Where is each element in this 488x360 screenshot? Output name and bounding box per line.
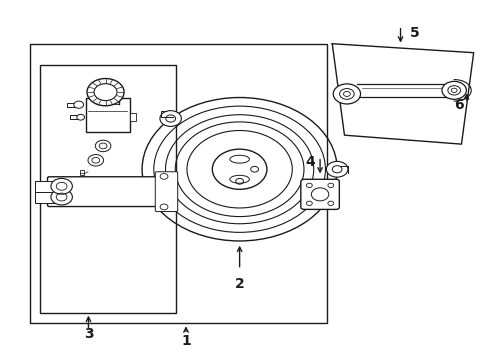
- Circle shape: [95, 140, 111, 152]
- Text: 6: 6: [453, 98, 463, 112]
- Bar: [130, 113, 136, 121]
- Bar: [30, 44, 327, 323]
- Bar: [35, 191, 64, 203]
- FancyBboxPatch shape: [155, 172, 177, 212]
- Text: 1: 1: [181, 334, 190, 348]
- Circle shape: [87, 78, 124, 106]
- Circle shape: [332, 84, 360, 104]
- Circle shape: [74, 101, 83, 108]
- Text: 4: 4: [305, 155, 315, 169]
- Bar: [40, 65, 176, 313]
- Bar: [80, 170, 84, 175]
- FancyBboxPatch shape: [47, 177, 168, 207]
- Circle shape: [51, 179, 72, 194]
- Bar: [66, 103, 79, 107]
- Bar: [35, 180, 64, 192]
- FancyBboxPatch shape: [300, 179, 339, 210]
- Circle shape: [160, 111, 181, 126]
- Text: 5: 5: [409, 26, 419, 40]
- Text: 3: 3: [83, 327, 93, 341]
- Circle shape: [441, 81, 466, 99]
- Circle shape: [326, 161, 347, 177]
- Bar: [70, 115, 81, 120]
- Text: 2: 2: [234, 277, 244, 291]
- Circle shape: [77, 114, 84, 120]
- Bar: [86, 98, 130, 132]
- Circle shape: [88, 154, 103, 166]
- Circle shape: [51, 189, 72, 205]
